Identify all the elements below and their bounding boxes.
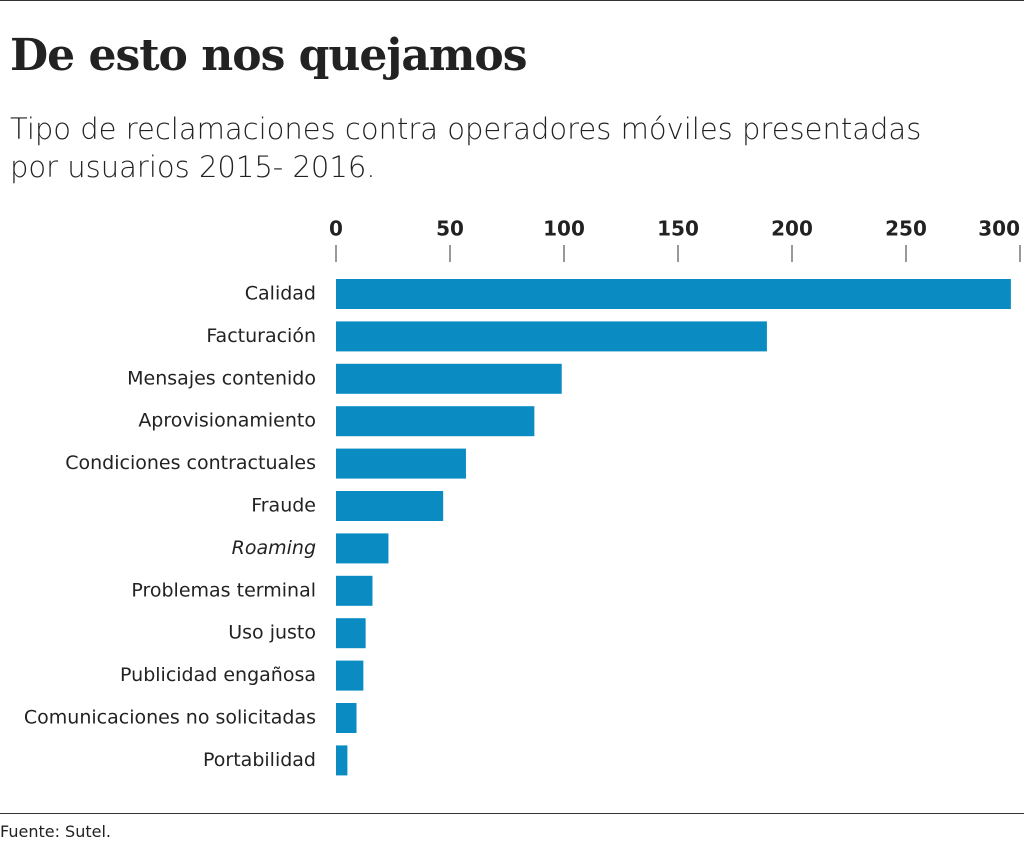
bottom-rule	[0, 813, 1024, 814]
bar	[336, 363, 562, 394]
category-label: Calidad	[245, 283, 316, 305]
bar	[336, 660, 364, 691]
bar	[336, 618, 366, 649]
x-tick-label: 50	[436, 217, 464, 241]
category-label: Aprovisionamiento	[138, 410, 316, 432]
bar	[336, 575, 373, 606]
category-label: Facturación	[206, 325, 316, 347]
x-tick-label: 200	[771, 217, 813, 241]
category-label: Publicidad engañosa	[120, 664, 316, 686]
category-label: Comunicaciones no solicitadas	[24, 707, 316, 729]
bar	[336, 279, 1011, 309]
bar	[336, 533, 389, 564]
bar	[336, 321, 767, 352]
bar	[336, 745, 348, 776]
x-tick-label: 150	[657, 217, 699, 241]
category-label: Mensajes contenido	[127, 367, 316, 389]
bar	[336, 703, 357, 733]
category-label: Fraude	[251, 495, 316, 517]
bar	[336, 406, 535, 437]
bar	[336, 448, 466, 479]
top-rule	[0, 0, 1024, 1]
category-label: Roaming	[232, 537, 316, 559]
source: Fuente: Sutel.	[0, 822, 111, 841]
x-tick-label: 100	[543, 217, 585, 241]
category-label: Problemas terminal	[131, 579, 316, 601]
bar	[336, 491, 444, 521]
category-label: Portabilidad	[203, 749, 316, 771]
chart: 0 50 100 150 200 250 300 Calidad Facturación Mens…	[24, 217, 1021, 776]
x-tick-label: 300	[978, 217, 1020, 241]
title: De esto nos quejamos	[10, 30, 528, 81]
x-tick-label: 0	[329, 217, 343, 241]
subtitle: Tipo de reclamaciones contra operadores …	[10, 112, 922, 184]
category-label: Uso justo	[228, 622, 316, 644]
x-tick-label: 250	[885, 217, 927, 241]
category-label: Condiciones contractuales	[65, 452, 316, 474]
